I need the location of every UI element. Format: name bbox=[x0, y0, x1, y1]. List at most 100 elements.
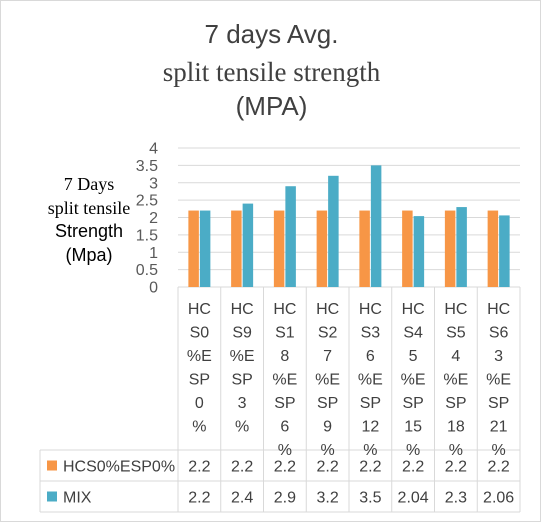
category-label: 18 bbox=[447, 419, 465, 436]
category-label: HC bbox=[402, 301, 425, 318]
category-label: 21 bbox=[490, 419, 508, 436]
table-value-cell: 2.2 bbox=[445, 459, 467, 476]
legend-series-name: MIX bbox=[63, 490, 92, 507]
category-label: S3 bbox=[361, 325, 381, 342]
table-value-cell: 2.9 bbox=[274, 490, 296, 507]
bar-hcs0 bbox=[359, 210, 370, 287]
bar-hcs0 bbox=[273, 210, 285, 287]
category-label: 6 bbox=[366, 348, 375, 365]
y-tick-label: 3 bbox=[149, 175, 158, 192]
category-label: %E bbox=[486, 372, 511, 389]
category-label: HC bbox=[316, 301, 339, 318]
category-label: 5 bbox=[409, 348, 418, 365]
category-label: HC bbox=[188, 301, 211, 318]
legend-series-name: HCS0%ESP0% bbox=[63, 459, 175, 476]
category-label: HC bbox=[487, 301, 510, 318]
table-value-cell: 3.5 bbox=[359, 490, 381, 507]
table-value-cell: 2.3 bbox=[445, 490, 467, 507]
bar-mix bbox=[328, 175, 339, 287]
y-tick-label: 4 bbox=[149, 141, 158, 158]
category-label: % bbox=[406, 442, 420, 459]
y-axis-label-line: split tensile bbox=[47, 197, 131, 218]
table-value-cell: 2.2 bbox=[274, 459, 296, 476]
bar-mix bbox=[285, 186, 296, 287]
y-axis-label: 7 Days split tensile Strength (Mpa) bbox=[27, 173, 151, 267]
table-value-cell: 2.06 bbox=[483, 490, 514, 507]
category-label: SP bbox=[488, 395, 509, 412]
y-tick-label: 0.5 bbox=[136, 262, 158, 279]
bar-mix bbox=[370, 165, 382, 287]
category-label: % bbox=[278, 442, 292, 459]
category-label: 4 bbox=[451, 348, 460, 365]
y-tick-label: 1 bbox=[149, 245, 158, 262]
category-label: SP bbox=[317, 395, 338, 412]
category-label: 3 bbox=[238, 395, 247, 412]
y-tick-label: 2.5 bbox=[136, 193, 158, 210]
y-axis-label-line: (Mpa) bbox=[65, 244, 113, 265]
bar-mix bbox=[413, 216, 425, 287]
category-label: % bbox=[321, 442, 335, 459]
bar-hcs0 bbox=[188, 210, 199, 287]
category-label: SP bbox=[445, 395, 466, 412]
category-label: S6 bbox=[489, 325, 509, 342]
category-label: HC bbox=[273, 301, 296, 318]
table-value-cell: 2.2 bbox=[188, 490, 210, 507]
bar-mix bbox=[199, 210, 211, 287]
category-label: SP bbox=[402, 395, 423, 412]
category-label: 7 bbox=[323, 348, 332, 365]
category-label: 3 bbox=[494, 348, 503, 365]
bar-mix bbox=[456, 207, 467, 287]
category-label: SP bbox=[360, 395, 381, 412]
category-label: S9 bbox=[232, 325, 252, 342]
y-tick-label: 3.5 bbox=[136, 158, 158, 175]
chart-title-line-1: 7 days Avg. bbox=[204, 19, 339, 49]
category-label: % bbox=[492, 442, 506, 459]
table-value-cell: 2.04 bbox=[398, 490, 429, 507]
y-tick-label: 0 bbox=[149, 280, 158, 297]
category-label: S2 bbox=[318, 325, 338, 342]
category-label: %E bbox=[230, 348, 255, 365]
table-value-cell: 2.2 bbox=[317, 459, 339, 476]
category-label: SP bbox=[189, 372, 210, 389]
category-label: % bbox=[363, 442, 377, 459]
y-tick-label: 2 bbox=[149, 210, 158, 227]
bar-hcs0 bbox=[487, 210, 499, 287]
category-label: % bbox=[449, 442, 463, 459]
category-label: % bbox=[192, 419, 206, 436]
table-value-cell: 2.2 bbox=[402, 459, 424, 476]
bar-hcs0 bbox=[444, 210, 456, 287]
table-value-cell: 2.2 bbox=[488, 459, 510, 476]
category-label: S4 bbox=[403, 325, 423, 342]
legend-swatch-hcs0 bbox=[47, 460, 57, 471]
category-label: SP bbox=[231, 372, 252, 389]
table-value-cell: 3.2 bbox=[317, 490, 339, 507]
bar-mix bbox=[499, 215, 510, 287]
category-label: HC bbox=[359, 301, 382, 318]
category-label: HC bbox=[444, 301, 467, 318]
category-label: S5 bbox=[446, 325, 466, 342]
table-value-cell: 2.2 bbox=[188, 459, 210, 476]
legend-swatch-mix bbox=[47, 491, 57, 502]
table-value-cell: 2.2 bbox=[231, 459, 253, 476]
chart-title-line-3: (MPA) bbox=[235, 91, 308, 121]
y-axis-label-line: 7 Days bbox=[63, 174, 115, 194]
category-label: %E bbox=[401, 372, 426, 389]
y-axis-label-line: Strength bbox=[54, 221, 124, 241]
category-label: 9 bbox=[323, 419, 332, 436]
category-label: 12 bbox=[361, 419, 379, 436]
category-label: %E bbox=[187, 348, 212, 365]
category-label: % bbox=[235, 419, 249, 436]
category-label: SP bbox=[274, 395, 295, 412]
category-label: %E bbox=[272, 372, 297, 389]
category-label: %E bbox=[443, 372, 468, 389]
category-label: HC bbox=[231, 301, 254, 318]
y-tick-label: 1.5 bbox=[136, 227, 158, 244]
category-label: S0 bbox=[190, 325, 210, 342]
category-label: S1 bbox=[275, 325, 295, 342]
table-value-cell: 2.2 bbox=[359, 459, 381, 476]
bar-hcs0 bbox=[402, 210, 413, 287]
category-label: 8 bbox=[280, 348, 289, 365]
table-value-cell: 2.4 bbox=[231, 490, 253, 507]
category-label: 15 bbox=[404, 419, 422, 436]
